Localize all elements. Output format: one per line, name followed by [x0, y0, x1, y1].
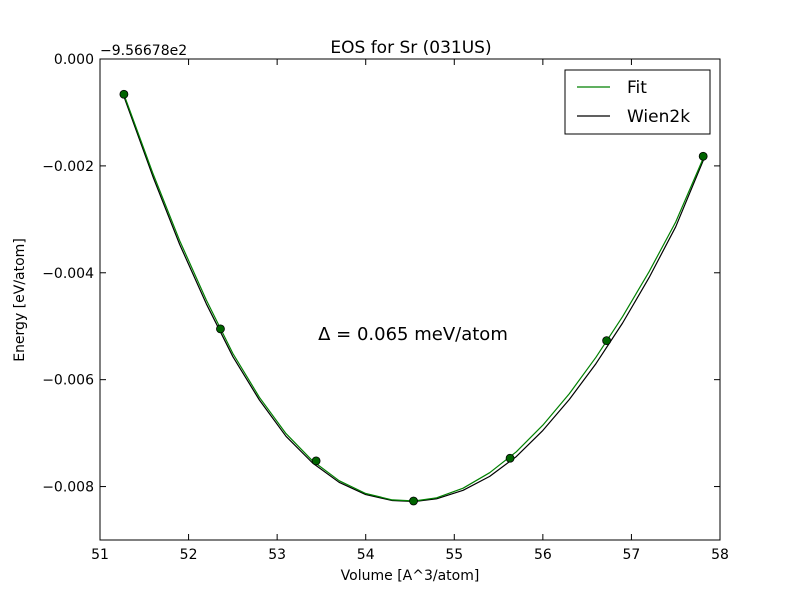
legend: Fit Wien2k: [564, 69, 711, 135]
x-tick-label: 56: [534, 547, 552, 563]
legend-label-fit: Fit: [627, 78, 647, 98]
data-point: [698, 151, 708, 161]
x-tick-label: 58: [711, 547, 729, 563]
y-tick-label: −0.008: [42, 480, 94, 496]
series-lines: [123, 94, 705, 503]
fit-curve: [123, 94, 705, 502]
x-axis-ticks: 51 52 53 54 55 56 57 58: [91, 59, 729, 563]
y-tick-label: 0.000: [54, 52, 94, 68]
y-axis-offset-label: −9.56678e2: [100, 43, 187, 59]
data-point: [119, 89, 129, 99]
y-tick-label: −0.002: [42, 159, 94, 175]
y-axis-ticks: 0.000 −0.002 −0.004 −0.006 −0.008: [42, 52, 720, 496]
x-tick-label: 52: [180, 547, 198, 563]
data-point: [216, 324, 225, 334]
x-axis-label: Volume [A^3/atom]: [341, 568, 480, 584]
legend-box: [564, 69, 711, 135]
data-point: [311, 456, 321, 466]
y-tick-label: −0.004: [42, 266, 94, 282]
data-point: [602, 336, 612, 346]
x-tick-label: 53: [268, 547, 286, 563]
legend-label-wien2k: Wien2k: [627, 107, 690, 127]
x-tick-label: 51: [91, 547, 109, 563]
y-axis-label: Energy [eV/atom]: [12, 238, 28, 362]
y-tick-label: −0.006: [42, 373, 94, 389]
wien2k-curve: [123, 96, 705, 503]
data-point: [505, 453, 515, 463]
plot-frame: [99, 58, 721, 541]
data-point: [409, 496, 418, 506]
data-points: [119, 89, 708, 506]
chart-title: EOS for Sr (031US): [330, 38, 491, 58]
x-tick-label: 57: [623, 547, 641, 563]
x-tick-label: 54: [357, 547, 375, 563]
delta-annotation: Δ = 0.065 meV/atom: [318, 324, 508, 345]
x-tick-label: 55: [445, 547, 463, 563]
